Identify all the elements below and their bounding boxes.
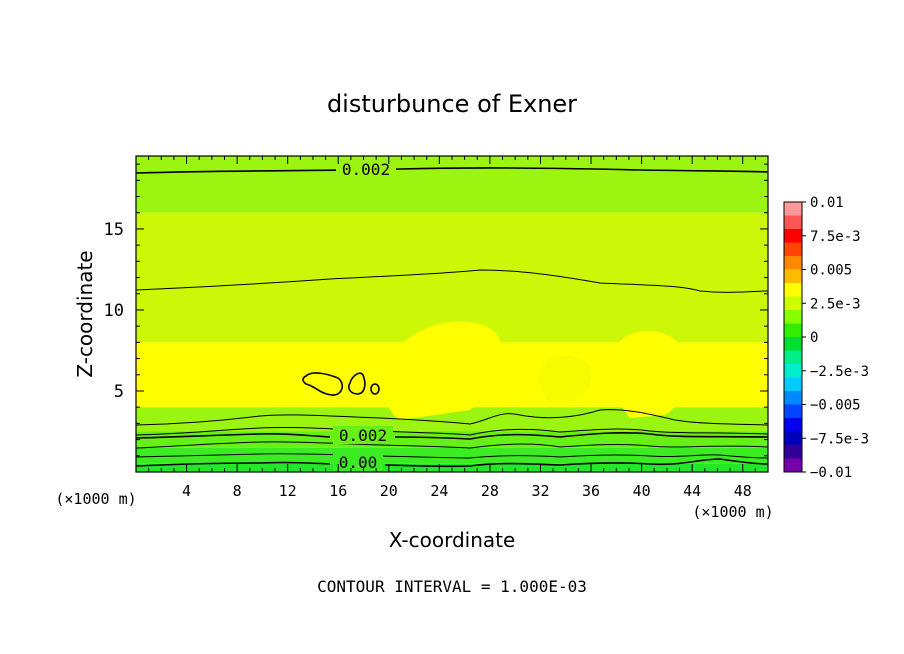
colorbar-swatch [784,350,802,365]
x-axis-label: X-coordinate [389,528,516,552]
chart-title: disturbunce of Exner [327,90,577,118]
colorbar-swatch [784,242,802,257]
y-axis-label: Z-coordinate [73,250,97,377]
contour-closed-3 [370,383,380,395]
colorbar-swatch [784,202,802,216]
colorbar-label: −0.01 [810,465,852,481]
x-tick-label: 12 [279,482,297,500]
colorbar-swatch [784,377,802,392]
x-tick-label: 36 [582,482,600,500]
colorbar-swatch [784,445,802,459]
contour-0.002 [136,431,768,440]
colorbar-swatch [784,364,802,378]
contour-top [136,167,768,174]
colorbar-label: 0 [810,330,818,346]
yellow-blob-center [386,321,503,420]
x-unit-label-right: (×1000 m) [692,503,773,521]
contour-label-mid: 0.002 [339,426,387,445]
x-tick-label: 4 [182,482,191,500]
contour-lines [136,167,768,468]
contour-low-1 [136,409,768,426]
contour-label-bg-bottom [333,454,383,471]
x-tick-label: 32 [531,482,549,500]
contour-interval-note: CONTOUR INTERVAL = 1.000E-03 [317,577,587,596]
contour-low-2 [136,426,768,436]
x-tick-label: 44 [683,482,701,500]
colorbar-swatch [784,458,802,473]
x-unit-label-left: (×1000 m) [55,490,136,508]
x-tick-label: 20 [380,482,398,500]
colorbar-swatch [784,229,802,243]
colorbar-swatch [784,310,802,324]
colorbar: 0.01 7.5e-3 0.005 2.5e-3 0 −2.5e-3 −0.005 −7.5e… [783,195,869,481]
colorbar-label: 7.5e-3 [810,229,861,245]
x-tick-label: 48 [734,482,752,500]
x-tick-label: 16 [329,482,347,500]
field-band-5 [136,212,768,343]
x-tick-label: 8 [233,482,242,500]
colorbar-swatch [784,256,802,270]
yellow-blob-small [538,355,592,403]
y-tick-label: 10 [104,301,124,321]
contour-low-4 [136,453,768,459]
contour-low-3 [136,441,768,449]
colorbar-swatch [784,391,802,405]
contour-0.00 [136,458,768,468]
y-tick-label: 5 [114,382,124,402]
x-tick-label: 40 [633,482,651,500]
contour-labels: 0.002 0.002 0.00 [333,160,396,472]
field-band-0 [136,463,768,472]
field-band-1 [136,447,768,464]
colorbar-swatch [784,337,802,351]
contour-label-top: 0.002 [342,160,390,179]
y-tick-label: 15 [104,220,124,240]
colorbar-swatch [784,296,802,311]
x-tick-label: 28 [481,482,499,500]
colorbar-swatch [784,404,802,419]
colorbar-swatch [784,431,802,446]
field-band-2 [136,431,768,448]
yellow-blobs [386,321,687,420]
colorbar-swatch [784,283,802,297]
contour-label-bg-mid [333,426,393,444]
colorbar-swatch [784,323,802,338]
colorbar-label: −7.5e-3 [810,431,869,447]
contour-label-bottom: 0.00 [339,453,378,472]
x-tick-label: 24 [430,482,448,500]
contour-upper-mid [136,269,768,293]
contour-label-bg-top [336,160,396,178]
contour-closed-2 [348,372,366,395]
colorbar-label: 2.5e-3 [810,296,861,312]
colorbar-label: 0.01 [810,195,844,211]
field-band-6 [136,156,768,213]
colorbar-label: −0.005 [810,398,861,414]
band-layer [136,156,768,472]
plot-area: 0.002 0.002 0.00 [136,156,768,472]
colorbar-label: −2.5e-3 [810,364,869,380]
contour-closed-1 [302,372,344,396]
colorbar-label: 0.005 [810,263,852,279]
colorbar-swatch [784,418,802,432]
colorbar-swatch [784,215,802,230]
colorbar-swatch [784,269,802,284]
yellow-blob-right [609,330,687,418]
